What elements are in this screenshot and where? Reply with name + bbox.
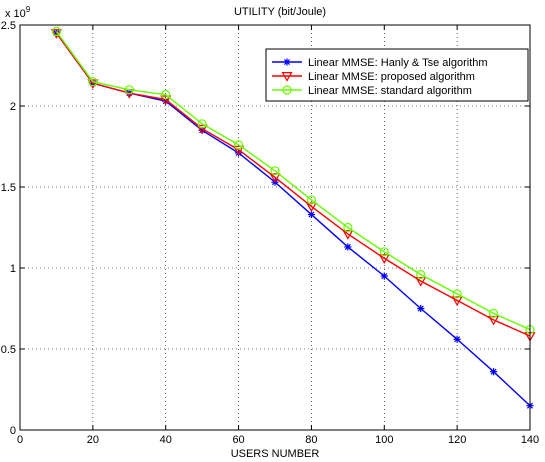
y-tick-label: 0 [10,425,16,437]
series-1-point [380,272,388,280]
legend-label-1: Linear MMSE: Hanly & Tse algorithm [308,57,488,69]
legend-label-2: Linear MMSE: proposed algorithm [308,71,475,83]
series-2-point [269,173,281,183]
y-multiplier: x 109 [5,5,31,20]
grid [20,25,530,430]
series-line-2 [55,32,531,337]
x-tick-label: 60 [232,434,244,446]
series-3-point [161,90,171,100]
series-3-point [306,195,317,205]
series-1-point [344,243,352,251]
series-1-point [489,368,498,376]
x-axis-label: USERS NUMBER [231,448,320,460]
x-tick-label: 100 [375,434,393,446]
x-tick-label: 140 [521,434,539,446]
series-2-point [342,230,354,240]
series-2-point [378,254,390,264]
series-2-point [451,296,463,307]
chart-title: UTILITY (bit/Joule) [234,6,326,18]
y-tick-label: 2.5 [1,20,16,32]
series-2-point [233,145,245,156]
series-3-point [270,166,280,176]
y-multiplier-base: x 10 [5,8,26,20]
series-layer [50,26,536,410]
y-tick-label: 2 [10,101,16,113]
series-2-point [415,276,427,287]
series-3-point [124,85,134,95]
legend-marker-2 [281,72,293,82]
series-2-point [488,315,500,326]
y-multiplier-exponent: 9 [26,5,31,14]
y-tick-label: 1 [10,263,16,275]
series-3-point [88,77,98,87]
series-2-point [87,79,99,90]
ticks: 0 20 40 60 80 100 120 140 0 0.5 1 1.5 2 2.5 [1,20,539,446]
series-3-point [416,269,426,280]
legend-box [265,48,529,102]
x-tick-label: 80 [305,434,317,446]
x-tick-label: 20 [87,434,99,446]
legend-label-3: Linear MMSE: standard algorithm [308,85,472,97]
x-tick-label: 40 [160,434,172,446]
legend: Linear MMSE: Hanly & Tse algorithm Linear… [265,48,529,102]
y-tick-label: 0.5 [1,344,16,356]
series-2-point [160,95,172,106]
plot-frame [19,24,531,431]
series-3-point [488,308,499,318]
series-3-point [452,289,462,299]
x-tick-label: 0 [17,434,23,446]
series-2-point [196,124,208,135]
series-3-point [233,140,244,150]
series-3-point [379,247,389,257]
series-3-point [197,119,207,129]
legend-marker-1 [283,58,291,66]
x-tick-label: 120 [448,434,466,446]
series-2-point [305,202,317,213]
y-tick-label: 1.5 [1,182,16,194]
legend-marker-3 [282,85,292,95]
series-3-point [51,26,62,37]
series-3-point [343,222,353,233]
series-1-point [417,304,425,313]
series-line-3 [55,31,531,331]
series-1-point [453,335,461,343]
